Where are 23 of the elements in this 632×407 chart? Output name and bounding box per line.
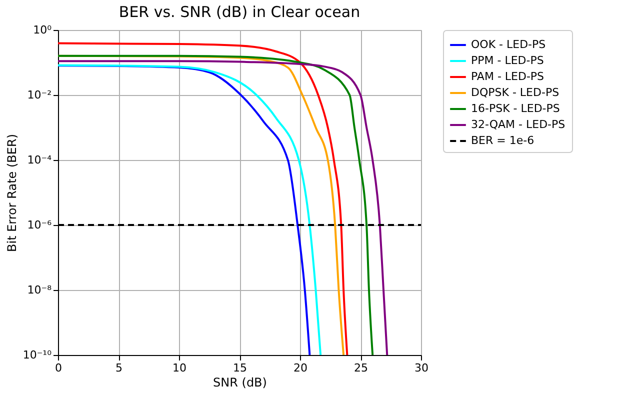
x-tick-label: 30 — [414, 362, 428, 374]
y-axis-title: Bit Error Rate (BER) — [4, 134, 19, 252]
legend-label: DQPSK - LED-PS — [471, 86, 560, 99]
legend-label: BER = 1e-6 — [471, 134, 534, 147]
y-tick-label: 10⁻⁸ — [27, 284, 52, 296]
legend-label: 16-PSK - LED-PS — [471, 102, 560, 115]
y-tick-label: 10⁻⁴ — [27, 154, 52, 166]
legend-label: PPM - LED-PS — [471, 54, 544, 67]
legend-label: OOK - LED-PS — [471, 38, 546, 51]
x-tick-label: 10 — [172, 362, 186, 374]
y-tick-label: 10⁻¹⁰ — [22, 348, 52, 362]
x-tick-label: 20 — [294, 362, 308, 374]
legend-label: 32-QAM - LED-PS — [471, 118, 566, 131]
x-tick-label: 15 — [233, 362, 247, 374]
x-tick-label: 25 — [354, 362, 368, 374]
y-tick-label: 10⁰ — [33, 24, 52, 36]
x-tick-label: 0 — [55, 362, 62, 374]
y-tick-label: 10⁻⁶ — [27, 218, 52, 232]
legend-label: PAM - LED-PS — [471, 70, 544, 83]
y-tick-label: 10⁻² — [27, 88, 52, 102]
chart-title: BER vs. SNR (dB) in Clear ocean — [118, 3, 360, 21]
x-tick-label: 5 — [116, 362, 122, 374]
x-axis-title: SNR (dB) — [213, 376, 267, 390]
